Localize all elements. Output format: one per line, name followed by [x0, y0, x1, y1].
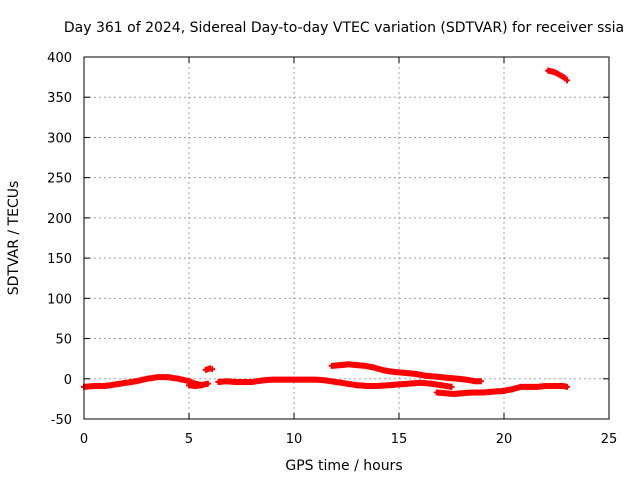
- data-series: [545, 67, 570, 84]
- data-series: [215, 376, 402, 390]
- data-point: [477, 378, 484, 385]
- data-point: [564, 383, 570, 390]
- y-tick-label: 400: [47, 51, 72, 66]
- data-series: [186, 380, 211, 390]
- x-tick-label: 10: [286, 432, 303, 447]
- x-tick-label: 0: [80, 432, 88, 447]
- x-axis-label: GPS time / hours: [285, 458, 402, 474]
- y-tick-label: 0: [64, 373, 72, 388]
- data-series: [412, 370, 484, 385]
- data-series: [81, 374, 205, 390]
- x-tick-label: 15: [391, 432, 408, 447]
- x-tick-label: 20: [496, 432, 513, 447]
- data-points: [81, 67, 570, 398]
- axis-ticks: [83, 56, 610, 420]
- data-point: [204, 380, 211, 387]
- data-series: [328, 361, 419, 377]
- y-tick-label: 150: [47, 252, 72, 267]
- chart-title: Day 361 of 2024, Sidereal Day-to-day VTE…: [64, 20, 624, 36]
- plot-frame: [83, 56, 610, 420]
- tick-labels: 0 5 10 15 20 25 -50 0 50 100 150 200 250 300 350 400: [47, 51, 617, 447]
- y-tick-label: 50: [55, 333, 72, 348]
- y-tick-label: 200: [47, 212, 72, 227]
- y-tick-label: -50: [51, 413, 72, 428]
- y-tick-label: 250: [47, 172, 72, 187]
- data-point: [448, 383, 455, 390]
- data-series: [509, 383, 570, 393]
- x-tick-label: 25: [601, 432, 618, 447]
- y-tick-label: 100: [47, 292, 72, 307]
- y-axis-label: SDTVAR / TECUs: [6, 181, 22, 296]
- grid: [84, 57, 609, 419]
- y-tick-label: 350: [47, 91, 72, 106]
- data-series: [433, 386, 516, 398]
- y-tick-label: 300: [47, 131, 72, 146]
- x-tick-label: 5: [185, 432, 193, 447]
- data-series: [202, 365, 216, 373]
- data-series: [396, 379, 455, 390]
- data-point: [564, 77, 570, 84]
- data-point: [209, 366, 216, 373]
